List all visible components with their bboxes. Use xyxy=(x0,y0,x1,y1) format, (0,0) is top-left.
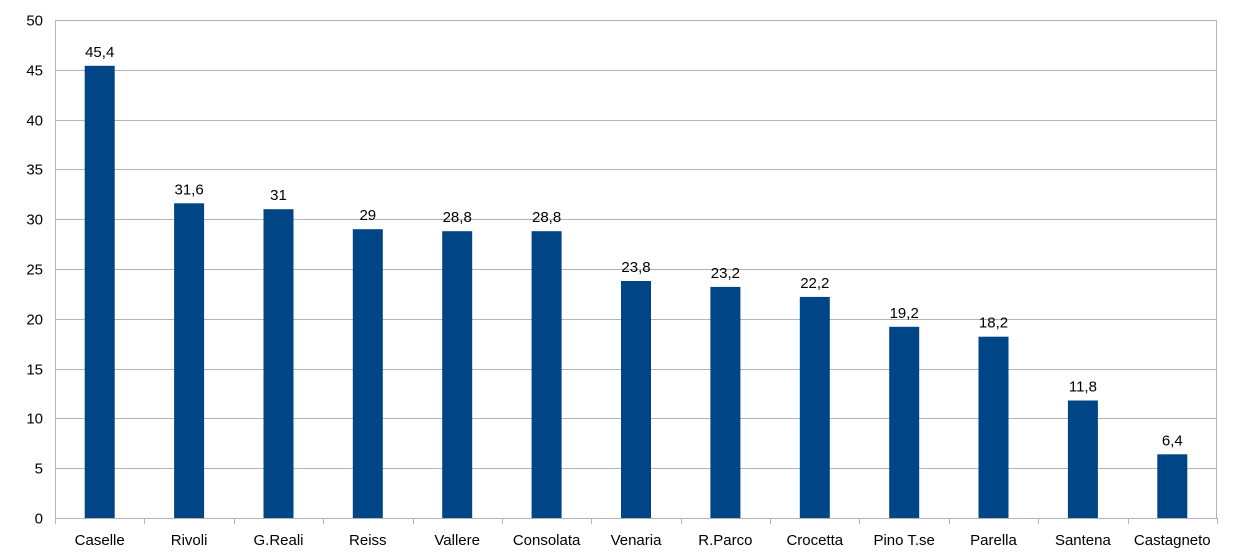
y-tick-label: 35 xyxy=(26,162,43,179)
data-label: 11,8 xyxy=(1069,379,1097,396)
y-tick-label: 10 xyxy=(26,411,43,428)
bar-reiss xyxy=(352,229,383,518)
category-label: Venaria xyxy=(611,532,663,549)
y-tick-label: 30 xyxy=(26,212,43,229)
y-tick-label: 0 xyxy=(35,511,43,528)
category-label: Crocetta xyxy=(786,532,843,549)
bar-g-reali xyxy=(263,209,294,518)
category-label: Caselle xyxy=(75,532,125,549)
y-tick-label: 15 xyxy=(26,362,43,379)
category-label: Parella xyxy=(970,532,1017,549)
y-tick-label: 40 xyxy=(26,113,43,130)
y-tick-label: 50 xyxy=(26,13,43,30)
category-label: G.Reali xyxy=(253,532,303,549)
category-label: R.Parco xyxy=(698,532,752,549)
y-tick-label: 45 xyxy=(26,63,43,80)
category-label: Vallere xyxy=(434,532,480,549)
data-label: 19,2 xyxy=(890,305,919,322)
category-label: Castagneto xyxy=(1134,532,1211,549)
bar-castagneto xyxy=(1157,454,1188,518)
data-label: 28,8 xyxy=(532,209,561,226)
bars xyxy=(84,65,1188,519)
bar-r-parco xyxy=(710,286,741,518)
bar-parella xyxy=(978,336,1009,518)
data-label: 6,4 xyxy=(1162,432,1183,449)
bar-pino-t-se xyxy=(889,326,920,518)
bar-venaria xyxy=(621,281,651,518)
bar-vallere xyxy=(442,231,473,518)
y-axis-tick-labels: 0 5 10 15 20 25 30 35 40 45 50 xyxy=(26,13,43,528)
bar-consolata xyxy=(531,231,562,518)
category-label: Reiss xyxy=(349,532,387,549)
data-label: 45,4 xyxy=(85,44,114,61)
data-label: 23,8 xyxy=(621,259,650,276)
category-label: Consolata xyxy=(513,532,581,549)
category-label: Santena xyxy=(1055,532,1112,549)
data-labels: 45,4 31,6 31 29 28,8 28,8 23,8 23,2 22,2 19,2 18,2… xyxy=(85,44,1183,449)
bar-santena xyxy=(1067,400,1098,518)
data-label: 18,2 xyxy=(979,315,1008,332)
data-label: 31,6 xyxy=(174,181,203,198)
bar-crocetta xyxy=(799,296,830,518)
data-label: 31 xyxy=(270,187,287,204)
data-label: 23,2 xyxy=(711,265,740,282)
y-tick-label: 20 xyxy=(26,312,43,329)
data-label: 29 xyxy=(359,207,376,224)
bar-caselle xyxy=(84,65,115,519)
x-axis-category-labels: Caselle Rivoli G.Reali Reiss Vallere Consolat… xyxy=(75,532,1211,549)
bar-rivoli xyxy=(174,203,205,519)
y-tick-label: 5 xyxy=(35,461,43,478)
category-label: Pino T.se xyxy=(873,532,934,549)
data-label: 28,8 xyxy=(443,209,472,226)
category-label: Rivoli xyxy=(171,532,208,549)
data-label: 22,2 xyxy=(800,275,829,292)
y-tick-label: 25 xyxy=(26,262,43,279)
